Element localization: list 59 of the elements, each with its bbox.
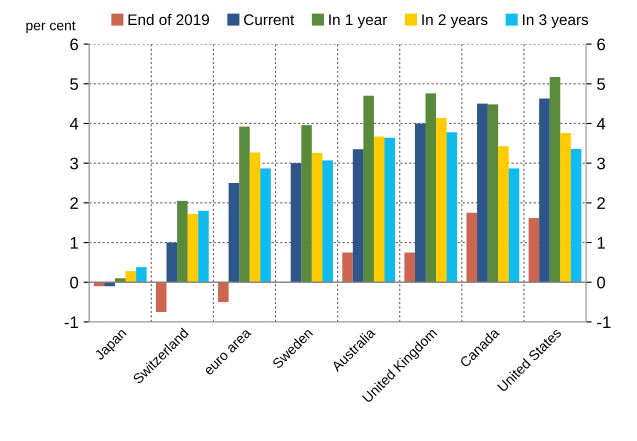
bar (250, 152, 260, 282)
y2-tick-label: 4 (596, 118, 606, 130)
bar (322, 160, 333, 282)
bar (352, 149, 364, 282)
bar (446, 132, 458, 282)
bar (342, 252, 353, 282)
bar (425, 93, 436, 282)
legend-label: In 2 years (422, 14, 488, 28)
y2-tick-label: -1 (597, 316, 610, 328)
y-tick-label: 1 (70, 237, 78, 249)
bar (312, 152, 322, 282)
y-tick-label: 5 (70, 78, 78, 90)
bar (126, 271, 136, 282)
legend-label: In 3 years (523, 14, 588, 28)
y-tick-label: 2 (70, 197, 78, 209)
bar (404, 252, 415, 282)
y-tick-label: -1 (64, 316, 78, 328)
y2-tick-label: 5 (597, 78, 606, 90)
bar (228, 183, 240, 282)
y-tick-label: 4 (70, 118, 78, 130)
bar (188, 214, 198, 282)
bar (498, 146, 509, 282)
bar (560, 133, 571, 282)
legend-label: End of 2019 (128, 14, 209, 26)
y-tick-label: 3 (70, 158, 78, 170)
bar (477, 104, 488, 282)
y-tick-label: 0 (70, 276, 78, 288)
bar (550, 77, 560, 282)
bar (414, 123, 426, 282)
bar (436, 118, 447, 282)
bar (466, 212, 478, 282)
bar (177, 200, 188, 282)
bar (539, 98, 550, 282)
bar (301, 125, 312, 282)
y-axis-title: per cent (26, 21, 76, 34)
bar (290, 163, 302, 282)
legend-label: In 1 year (329, 14, 388, 28)
y2-tick-label: 3 (597, 158, 605, 170)
y2-tick-label: 2 (597, 197, 605, 209)
legend-label: Current (244, 14, 294, 26)
bar (508, 168, 520, 282)
y2-tick-label: 1 (598, 237, 605, 249)
bar (166, 242, 178, 282)
y2-tick-label: 0 (597, 276, 606, 288)
y-tick-label: 6 (70, 38, 78, 50)
bar (260, 168, 271, 282)
bar (488, 104, 498, 282)
x-tick-label: euro area (204, 328, 252, 376)
bar (570, 148, 582, 282)
bar (136, 267, 147, 282)
bar (363, 96, 374, 282)
y2-tick-label: 6 (597, 38, 605, 50)
bar (374, 136, 384, 282)
bar (528, 218, 540, 282)
bar (384, 138, 396, 282)
bar (156, 282, 167, 312)
bar (218, 282, 229, 302)
bar (198, 210, 209, 282)
bar (239, 126, 250, 282)
